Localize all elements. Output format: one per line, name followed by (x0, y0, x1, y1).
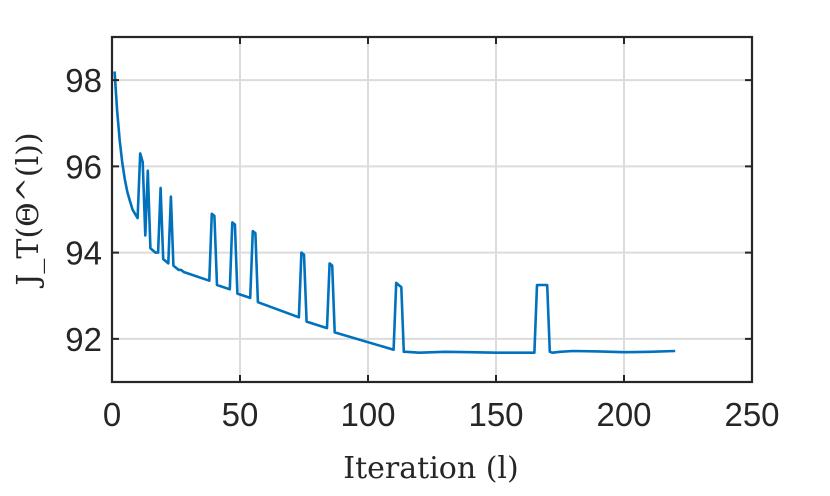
x-tick-label: 100 (340, 396, 395, 433)
grid (111, 37, 753, 382)
x-tick-label: 250 (724, 396, 779, 433)
y-tick-label: 96 (65, 148, 102, 185)
y-tick-label: 92 (65, 321, 102, 358)
x-tick-label: 150 (468, 396, 523, 433)
y-axis-label: J_T(Θ^(l)) (11, 132, 46, 288)
plot-area (113, 71, 676, 355)
axes-box (110, 35, 754, 384)
x-tick-label: 50 (222, 396, 259, 433)
x-axis-label: Iteration (l) (343, 451, 518, 486)
x-tick-label: 0 (103, 396, 121, 433)
y-tick-label: 98 (65, 62, 102, 99)
series-line (113, 71, 676, 355)
y-axis: 92 94 96 98 (65, 62, 752, 358)
y-tick-label: 94 (65, 235, 102, 272)
x-tick-label: 200 (596, 396, 651, 433)
x-axis: 0 50 100 150 200 250 (103, 37, 780, 433)
